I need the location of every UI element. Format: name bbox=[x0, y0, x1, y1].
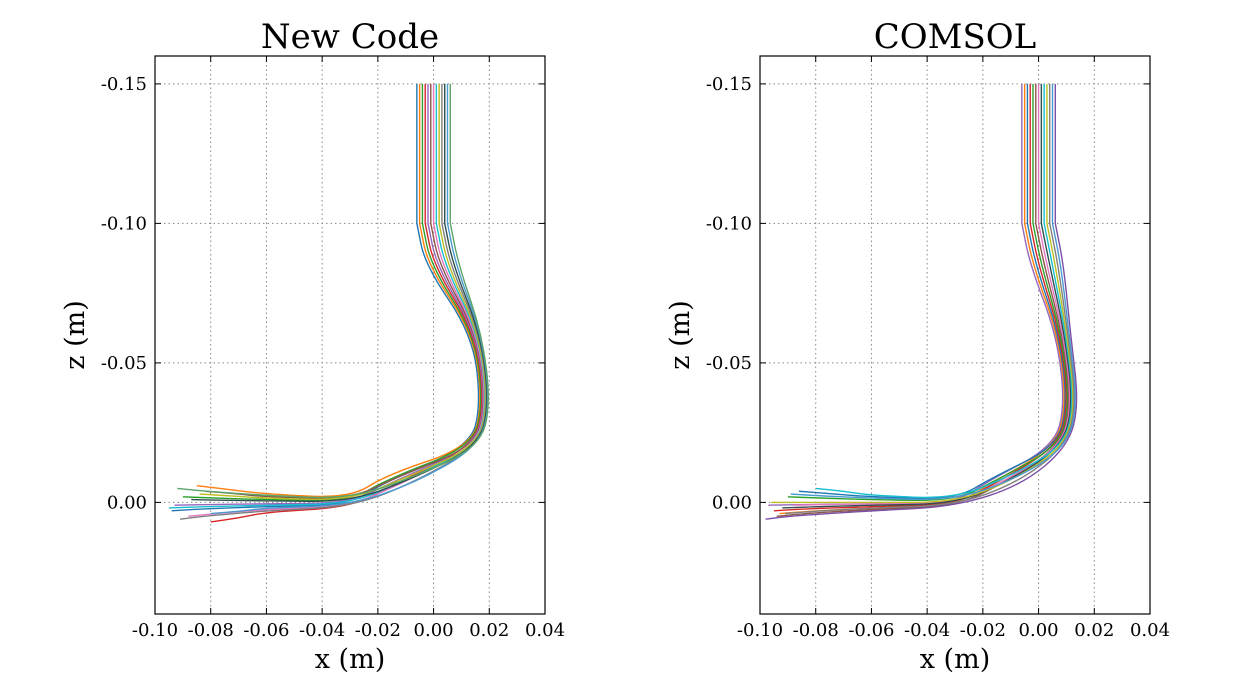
series-line-10 bbox=[771, 83, 1074, 504]
x-tick-label: 0.02 bbox=[1074, 620, 1114, 641]
x-axis-label: x (m) bbox=[315, 644, 385, 675]
y-tick-label: -0.10 bbox=[706, 213, 752, 234]
series-line-11 bbox=[191, 83, 488, 503]
y-tick-label: 0.00 bbox=[107, 492, 147, 513]
chart-title: COMSOL bbox=[874, 17, 1036, 57]
x-tick-label: 0.02 bbox=[469, 620, 509, 641]
series-line-7 bbox=[793, 83, 1071, 506]
x-tick-label: 0.04 bbox=[525, 620, 565, 641]
y-tick-label: -0.15 bbox=[101, 74, 147, 95]
series-layer bbox=[765, 83, 1078, 520]
ticks: -0.10 -0.08 -0.06 -0.04 -0.02 0.00 0.02 0.04 -0.… bbox=[706, 56, 1170, 641]
x-tick-label: 0.00 bbox=[414, 620, 454, 641]
y-tick-label: -0.15 bbox=[706, 74, 752, 95]
series-line-3 bbox=[182, 83, 482, 502]
y-tick-label: 0.00 bbox=[712, 492, 752, 513]
x-tick-label: -0.06 bbox=[243, 620, 289, 641]
x-axis-label: x (m) bbox=[920, 644, 990, 675]
x-tick-label: -0.02 bbox=[960, 620, 1006, 641]
y-tick-label: -0.05 bbox=[101, 353, 147, 374]
series-line-3 bbox=[798, 83, 1066, 500]
x-tick-label: -0.10 bbox=[132, 620, 178, 641]
series-line-5 bbox=[787, 83, 1069, 502]
x-tick-label: 0.00 bbox=[1019, 620, 1059, 641]
series-line-9 bbox=[199, 83, 487, 501]
x-tick-label: -0.10 bbox=[737, 620, 783, 641]
y-tick-label: -0.10 bbox=[101, 213, 147, 234]
chart-title: New Code bbox=[261, 17, 439, 57]
x-tick-label: -0.04 bbox=[904, 620, 950, 641]
series-line-2 bbox=[196, 83, 481, 498]
x-tick-label: -0.08 bbox=[793, 620, 839, 641]
chart-comsol: COMSOL -0.10 -0.08 -0.06 -0.04 -0.02 0.00 0.02… bbox=[665, 17, 1170, 675]
series-line-13 bbox=[177, 83, 489, 499]
series-layer bbox=[168, 83, 489, 523]
series-line-12 bbox=[790, 83, 1076, 501]
chart-new-code: New Code -0.10 -0.08 -0.06 -0.04 -0.02 0.00 0.… bbox=[60, 17, 565, 675]
y-axis-label: z (m) bbox=[665, 300, 696, 369]
x-tick-label: -0.06 bbox=[848, 620, 894, 641]
series-line-9 bbox=[815, 83, 1073, 499]
series-line-13 bbox=[765, 83, 1078, 520]
y-tick-label: -0.05 bbox=[706, 353, 752, 374]
x-tick-label: 0.04 bbox=[1130, 620, 1170, 641]
plot-frame bbox=[759, 55, 1151, 615]
x-tick-label: -0.02 bbox=[355, 620, 401, 641]
ticks: -0.10 -0.08 -0.06 -0.04 -0.02 0.00 0.02 0.04 -0.… bbox=[101, 56, 565, 641]
x-tick-label: -0.08 bbox=[188, 620, 234, 641]
series-line-6 bbox=[205, 83, 485, 500]
x-tick-label: -0.04 bbox=[299, 620, 345, 641]
y-axis-label: z (m) bbox=[60, 300, 91, 369]
plot-frame bbox=[154, 55, 546, 615]
